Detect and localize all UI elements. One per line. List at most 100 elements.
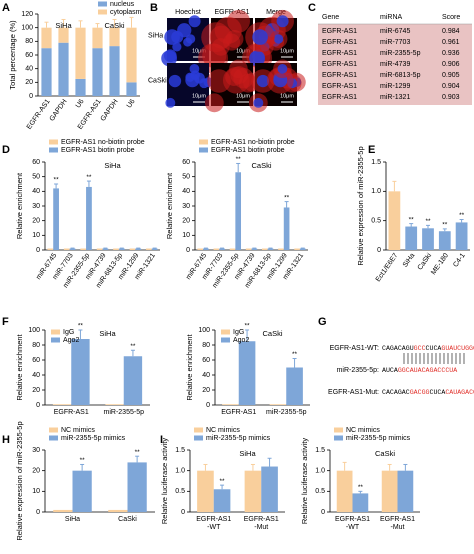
bar [388, 191, 401, 250]
x-tick-label: EGFR-AS1 [26, 98, 52, 131]
scale-bar-label: 10μm [280, 93, 294, 99]
bar [118, 248, 125, 250]
panel-letter: I [160, 434, 163, 446]
x-tick-label: SiHa [402, 252, 416, 269]
y-tick-label: 100 [198, 327, 210, 334]
nucleus-signal [188, 15, 201, 28]
y-tick-label: 60 [32, 357, 40, 364]
sequence: CAGACAGUGCCCUCAGUAUCUGGGGA [382, 345, 474, 352]
sequence-segment: CAUACAGACCCUA [406, 367, 457, 374]
bar [197, 248, 204, 250]
legend-label: Ago2 [63, 337, 79, 344]
bar [381, 470, 398, 512]
legend-swatch [49, 435, 58, 441]
nucleus-signal [277, 63, 288, 74]
y-tick-label: 1.5 [175, 447, 185, 454]
bar [108, 509, 128, 512]
nucleus-signal [253, 97, 264, 108]
bar [238, 341, 256, 405]
legend-label: nucleus [110, 1, 135, 8]
scale-bar-label: 10μm [192, 93, 206, 99]
bar [405, 226, 418, 250]
x-tick-label: EGFR-AS1 [54, 409, 89, 416]
panel-letter: G [318, 316, 327, 328]
sequence-segment: GCC [414, 345, 426, 352]
y-tick-label: 0.5 [175, 488, 185, 495]
y-tick-label: 1.5 [371, 159, 381, 166]
cytoplasm-signal [227, 9, 251, 33]
x-tick-label: CaSki [417, 252, 434, 272]
y-tick-label: 100 [21, 25, 33, 32]
bar [261, 248, 268, 250]
column-header: Hoechst [175, 9, 201, 16]
bar [294, 248, 300, 250]
legend-label: EGFR-AS1 biotin probe [211, 147, 285, 154]
bar [75, 27, 86, 79]
y-tick-label: 40 [202, 372, 210, 379]
scale-bar-label: 10μm [192, 48, 206, 54]
bar [41, 48, 52, 96]
table-cell: 0.936 [442, 50, 460, 57]
cytoplasm-signal [204, 93, 224, 113]
y-tick-label: 30 [182, 203, 190, 210]
table-cell: EGFR-AS1 [322, 83, 357, 90]
sequence-label: EGFR-AS1-Mut: [328, 389, 379, 396]
y-tick-label: 10 [32, 232, 40, 239]
bar [235, 172, 242, 250]
legend-label: NC mimics [206, 427, 240, 434]
sequence-segment: CAGACAGU [382, 345, 414, 352]
sequence-segment: CACAGAC [382, 389, 410, 396]
x-tick-label: GAPDH [49, 98, 69, 122]
legend-swatch [49, 427, 58, 433]
sequence-segment: GG [398, 367, 406, 374]
nucleus-signal [161, 50, 177, 67]
table-body [318, 24, 472, 105]
y-tick-label: 1.0 [175, 468, 185, 475]
table-cell: miR-1321 [380, 94, 410, 101]
panel-letter: C [308, 2, 316, 14]
y-tick-label: 120 [21, 11, 33, 18]
chart-title: CaSki [262, 329, 282, 338]
y-axis-label: Relative enrichment [185, 333, 194, 400]
significance: ** [459, 212, 465, 219]
y-tick-label: 1.5 [315, 447, 325, 454]
nucleus-signal [276, 15, 289, 28]
bar [80, 248, 87, 250]
legend-swatch [221, 337, 230, 343]
sequence: AUCAGGCAUACAGACCCUA [382, 367, 457, 374]
bar [222, 404, 239, 405]
y-tick-label: 0 [36, 247, 40, 254]
table-cell: EGFR-AS1 [322, 39, 357, 46]
significance: ** [284, 194, 290, 201]
bar [126, 82, 137, 96]
table-cell: miR-1299 [380, 83, 410, 90]
significance: ** [86, 174, 92, 181]
table-cell: EGFR-AS1 [322, 72, 357, 79]
table-cell: miR-4739 [380, 61, 410, 68]
legend-label: IgG [63, 329, 74, 336]
y-tick-label: 80 [202, 342, 210, 349]
y-tick-label: 60 [182, 159, 190, 166]
row-label: CaSki [148, 77, 167, 84]
bar [422, 228, 434, 250]
y-tick-label: 30 [32, 203, 40, 210]
bar [71, 339, 90, 405]
bar [113, 248, 119, 250]
table-cell: 0.984 [442, 28, 460, 35]
significance: ** [442, 222, 448, 229]
bar [286, 367, 303, 405]
y-tick-label: 60 [32, 159, 40, 166]
legend-label: EGFR-AS1 no-biotin probe [61, 139, 145, 146]
x-tick-label: EGFR-AS1 [221, 409, 256, 416]
table-cell: 0.905 [442, 72, 460, 79]
legend-swatch [199, 139, 208, 145]
x-tick-label: EGFR-AS1 -Mut [244, 516, 279, 531]
y-tick-label: 1.0 [371, 188, 381, 195]
panel-letter: H [2, 434, 10, 446]
y-axis-label: Relative enrichment [165, 172, 174, 239]
y-tick-label: 0.5 [371, 218, 381, 225]
y-tick-label: 20 [182, 218, 190, 225]
x-tick-label: U6 [75, 98, 86, 109]
y-tick-label: 30 [32, 447, 40, 454]
